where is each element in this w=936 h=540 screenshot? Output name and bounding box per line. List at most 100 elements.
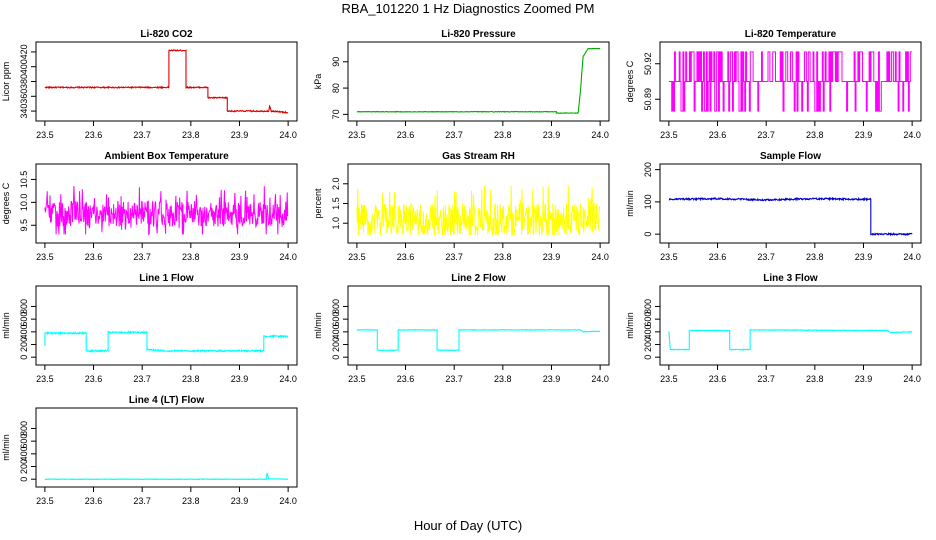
x-tick-label: 23.8: [494, 374, 512, 384]
y-axis-label: kPa: [313, 74, 323, 90]
panel-title: Sample Flow: [760, 151, 821, 162]
panel-title: Line 2 Flow: [451, 273, 506, 284]
y-tick-label: 200: [19, 459, 29, 474]
data-layer: [44, 472, 289, 481]
x-tick-label: 23.7: [757, 130, 775, 140]
y-tick-label: 600: [331, 312, 341, 327]
x-tick-label: 23.5: [36, 252, 54, 262]
data-layer: [44, 48, 289, 114]
x-tick-label: 23.6: [709, 252, 727, 262]
panel-5: Gas Stream RH percent 23.5 23.6 23.7 23.8 23.9…: [313, 151, 610, 262]
panel-8: Line 2 Flow ml/min 23.5 23.6 23.7 23.8 23.9 24.…: [313, 273, 610, 384]
data-layer: [356, 185, 601, 236]
data-layer: [356, 47, 601, 115]
y-tick-label: 0: [331, 355, 341, 360]
y-tick-label: 360: [19, 89, 29, 104]
y-tick-label: 400: [19, 324, 29, 339]
x-tick-label: 23.5: [660, 252, 678, 262]
plot-frame: [659, 285, 922, 366]
x-tick-label: 23.5: [660, 130, 678, 140]
panel-1: Li-820 CO2 Licor ppm 23.5 23.6 23.7 23.8 23.9 2…: [1, 29, 298, 140]
panel-9: Line 3 Flow ml/min 23.5 23.6 23.7 23.8 23.9 24.…: [625, 273, 922, 384]
y-tick-label: 800: [643, 299, 653, 314]
x-tick-label: 23.7: [133, 130, 151, 140]
y-tick-label: 50.89: [643, 88, 653, 111]
y-axis-label: degrees C: [1, 182, 11, 224]
x-tick-label: 23.7: [757, 374, 775, 384]
y-tick-label: 800: [19, 299, 29, 314]
y-tick-label: 340: [19, 104, 29, 119]
panel-title: Line 1 Flow: [139, 273, 194, 284]
series-line: [356, 185, 601, 236]
x-tick-label: 24.0: [279, 496, 297, 506]
x-tick-label: 23.5: [36, 374, 54, 384]
y-tick-label: 0: [643, 355, 653, 360]
y-tick-label: 1.0: [331, 217, 341, 230]
panel-title: Line 4 (LT) Flow: [129, 395, 205, 406]
series-line: [668, 196, 913, 237]
y-tick-label: 200: [643, 162, 653, 177]
panel-title: Li-820 Pressure: [441, 29, 516, 40]
y-tick-label: 600: [19, 434, 29, 449]
x-tick-label: 23.9: [231, 252, 249, 262]
x-tick-label: 23.5: [660, 374, 678, 384]
data-layer: [668, 328, 913, 351]
y-tick-label: 0: [643, 232, 653, 237]
x-tick-label: 23.8: [806, 374, 824, 384]
x-tick-label: 23.9: [231, 496, 249, 506]
y-axis-label: degrees C: [625, 60, 635, 102]
x-tick-label: 24.0: [279, 130, 297, 140]
x-tick-label: 23.8: [806, 130, 824, 140]
x-tick-label: 23.9: [231, 130, 249, 140]
data-layer: [44, 186, 289, 236]
x-tick-label: 23.5: [36, 496, 54, 506]
x-tick-label: 24.0: [279, 374, 297, 384]
x-tick-label: 23.6: [709, 374, 727, 384]
panel-7: Line 1 Flow ml/min 23.5 23.6 23.7 23.8 23.9 24.…: [1, 273, 298, 384]
y-tick-label: 200: [331, 337, 341, 352]
y-tick-label: 400: [331, 324, 341, 339]
y-tick-label: 200: [643, 337, 653, 352]
x-tick-label: 23.9: [543, 252, 561, 262]
x-tick-label: 23.7: [445, 374, 463, 384]
x-tick-label: 24.0: [591, 374, 609, 384]
x-tick-label: 23.9: [543, 130, 561, 140]
y-tick-label: 600: [19, 312, 29, 327]
panel-10: Line 4 (LT) Flow ml/min 23.5 23.6 23.7 23.8 23…: [1, 395, 298, 506]
y-tick-label: 800: [19, 421, 29, 436]
panel-title: Line 3 Flow: [763, 273, 818, 284]
y-axis-label: ml/min: [1, 312, 11, 339]
x-tick-label: 24.0: [903, 374, 921, 384]
panel-title: Ambient Box Temperature: [104, 151, 229, 162]
y-tick-label: 50.92: [643, 52, 653, 75]
data-layer: [44, 330, 289, 354]
plot-frame: [35, 163, 298, 244]
y-tick-label: 10.0: [19, 194, 29, 212]
y-tick-label: 10.5: [19, 171, 29, 189]
panel-title: Li-820 Temperature: [745, 29, 837, 40]
plot-frame: [347, 41, 610, 122]
plot-frame: [347, 285, 610, 366]
y-axis-label: ml/min: [1, 434, 11, 461]
series-line: [668, 328, 913, 351]
x-tick-label: 23.6: [709, 130, 727, 140]
y-tick-label: 600: [643, 312, 653, 327]
x-tick-label: 23.7: [445, 252, 463, 262]
x-tick-label: 23.7: [133, 252, 151, 262]
panel-2: Li-820 Pressure kPa 23.5 23.6 23.7 23.8 23.9 24…: [313, 29, 610, 140]
data-layer: [668, 196, 913, 237]
x-tick-label: 23.6: [85, 374, 103, 384]
y-tick-label: 0: [19, 355, 29, 360]
x-tick-label: 23.6: [397, 130, 415, 140]
x-tick-label: 23.6: [397, 374, 415, 384]
y-tick-label: 400: [643, 324, 653, 339]
x-tick-label: 24.0: [903, 252, 921, 262]
x-tick-label: 24.0: [279, 252, 297, 262]
x-tick-label: 23.7: [133, 374, 151, 384]
series-line: [668, 51, 913, 112]
y-axis-label: ml/min: [625, 312, 635, 339]
y-axis-label: ml/min: [625, 190, 635, 217]
y-axis-label: Licor ppm: [1, 62, 11, 102]
y-tick-label: 200: [19, 337, 29, 352]
